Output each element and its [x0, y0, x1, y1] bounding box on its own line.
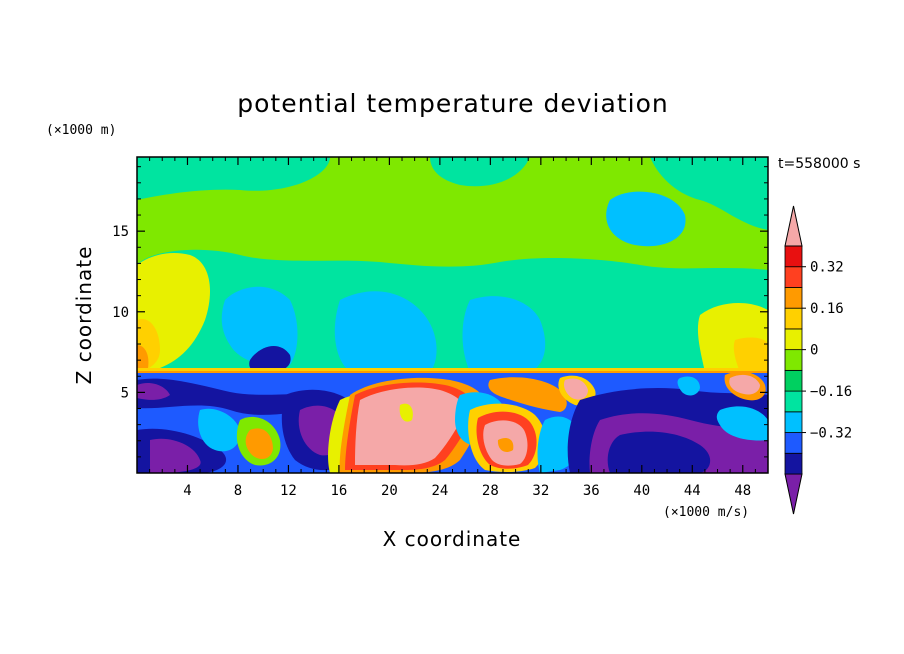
y-tick-label: 10: [112, 305, 129, 321]
colorbar-box: [784, 287, 803, 309]
colorbar-box: [784, 328, 803, 351]
colorbar-box: [784, 369, 803, 392]
plot-area: [137, 157, 768, 473]
colorbar-box: [784, 411, 803, 433]
y-axis-ticks: 5 10 15: [112, 166, 768, 458]
x-tick-label: 4: [183, 483, 191, 499]
colorbar-box: [784, 432, 803, 454]
colorbar-box: [784, 307, 803, 330]
x-tick-label: 44: [684, 483, 701, 499]
colorbar-label: 0.32: [810, 260, 844, 276]
y-tick-label: 5: [121, 385, 129, 401]
colorbar-label: 0: [810, 343, 818, 359]
colorbar-box: [784, 452, 803, 475]
colorbar-label: −0.16: [810, 384, 852, 400]
y-tick-label: 15: [112, 224, 129, 240]
x-axis-label: X coordinate: [383, 527, 522, 551]
chart-title: potential temperature deviation: [237, 89, 668, 118]
colorbar-label: −0.32: [810, 426, 852, 442]
x-unit-label: (×1000 m/s): [663, 505, 749, 520]
time-label: t=558000 s: [778, 156, 860, 172]
colorbar: −0.32 −0.16 0 0.16 0.32: [784, 205, 852, 515]
colorbar-box: [784, 349, 803, 371]
lower-layer-contours: [137, 371, 768, 473]
colorbar-label: 0.16: [810, 301, 844, 317]
colorbar-over-triangle: [784, 205, 803, 247]
x-tick-label: 36: [583, 483, 600, 499]
interface-band: [137, 368, 768, 372]
x-tick-label: 20: [381, 483, 398, 499]
y-axis-label: Z coordinate: [72, 246, 96, 385]
x-tick-label: 32: [532, 483, 549, 499]
x-tick-label: 12: [280, 483, 297, 499]
upper-layer-contours: [137, 157, 768, 373]
x-tick-label: 24: [431, 483, 448, 499]
colorbar-box: [784, 390, 803, 413]
x-tick-label: 8: [234, 483, 242, 499]
y-unit-label: (×1000 m): [46, 123, 116, 138]
x-tick-label: 40: [633, 483, 650, 499]
x-tick-label: 28: [482, 483, 499, 499]
x-tick-label: 48: [734, 483, 751, 499]
x-tick-label: 16: [330, 483, 347, 499]
x-axis-ticks: 4 8 12 16 20 24 28 32 36 40 44 48: [149, 157, 756, 499]
colorbar-under-triangle: [784, 473, 803, 515]
colorbar-box: [784, 245, 803, 268]
colorbar-box: [784, 266, 803, 288]
